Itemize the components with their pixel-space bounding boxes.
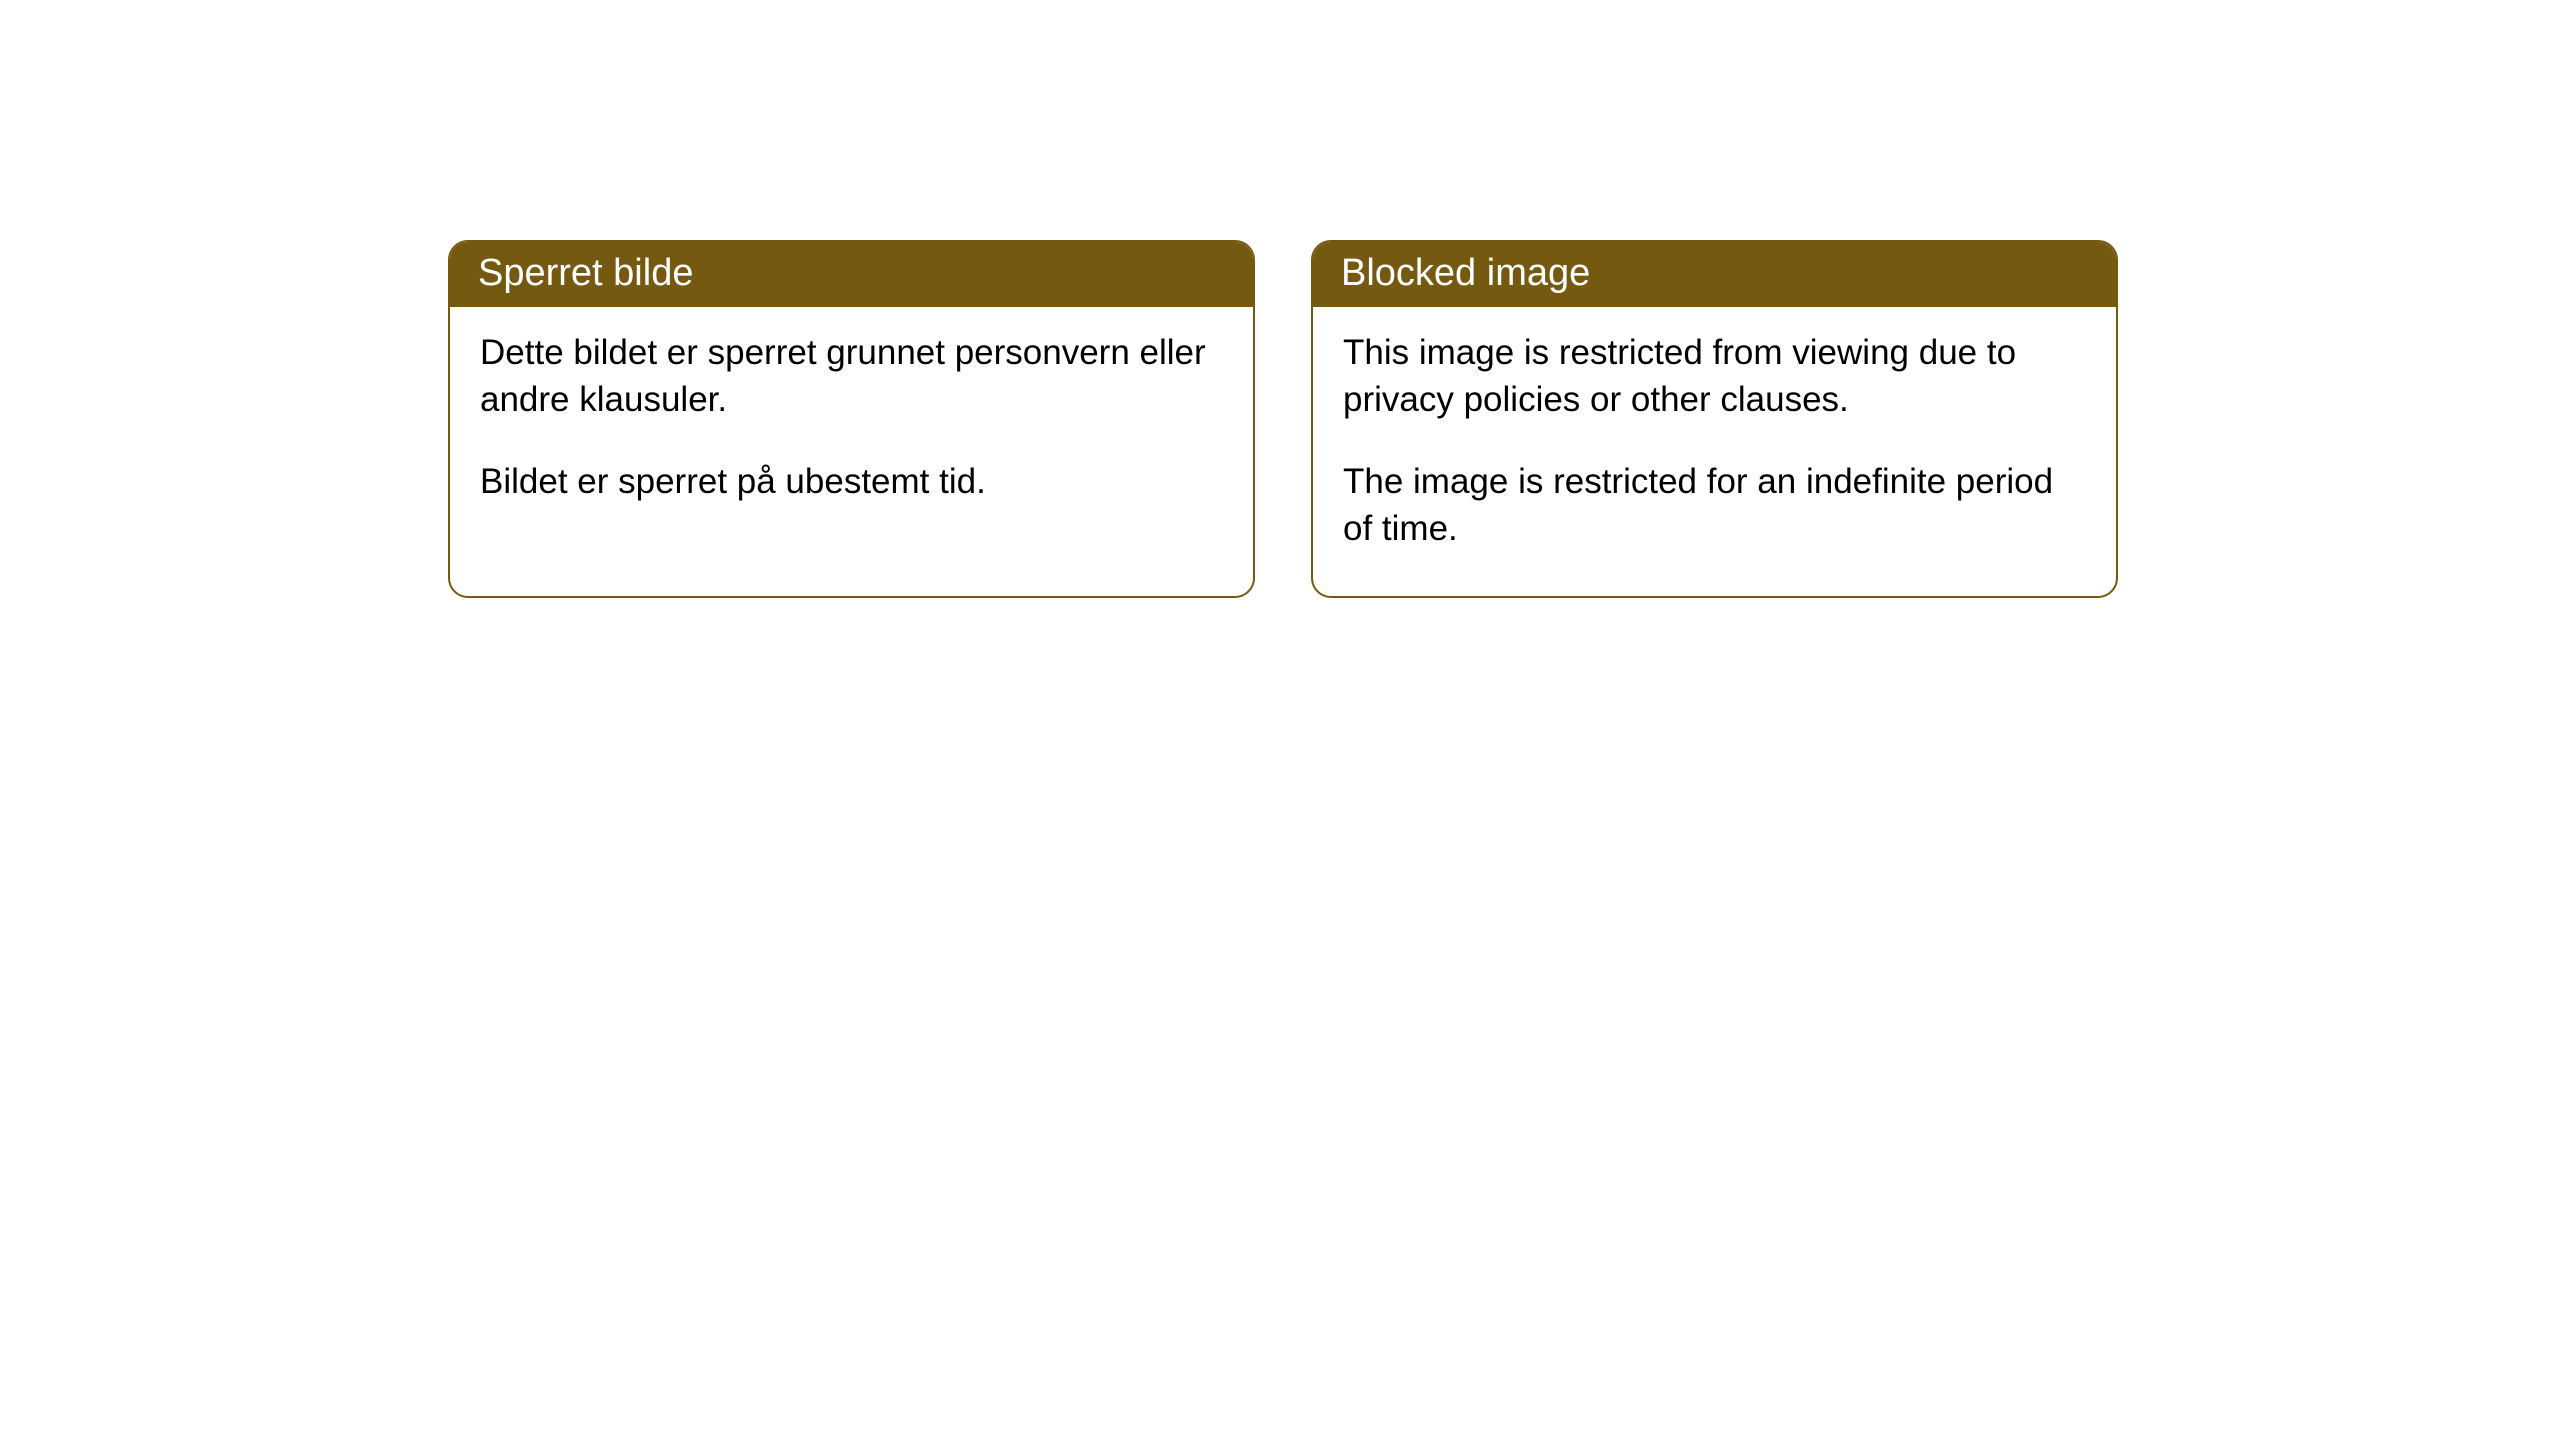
card-title: Sperret bilde xyxy=(478,252,693,294)
card-paragraph: The image is restricted for an indefinit… xyxy=(1343,458,2086,553)
card-header: Sperret bilde xyxy=(450,242,1253,307)
notice-card-english: Blocked image This image is restricted f… xyxy=(1311,240,2118,598)
card-paragraph: Bildet er sperret på ubestemt tid. xyxy=(480,458,1223,505)
card-title: Blocked image xyxy=(1341,252,1590,294)
card-body: Dette bildet er sperret grunnet personve… xyxy=(450,307,1253,549)
card-paragraph: This image is restricted from viewing du… xyxy=(1343,329,2086,424)
notice-cards-container: Sperret bilde Dette bildet er sperret gr… xyxy=(0,0,2560,598)
card-body: This image is restricted from viewing du… xyxy=(1313,307,2116,596)
card-header: Blocked image xyxy=(1313,242,2116,307)
card-paragraph: Dette bildet er sperret grunnet personve… xyxy=(480,329,1223,424)
notice-card-norwegian: Sperret bilde Dette bildet er sperret gr… xyxy=(448,240,1255,598)
